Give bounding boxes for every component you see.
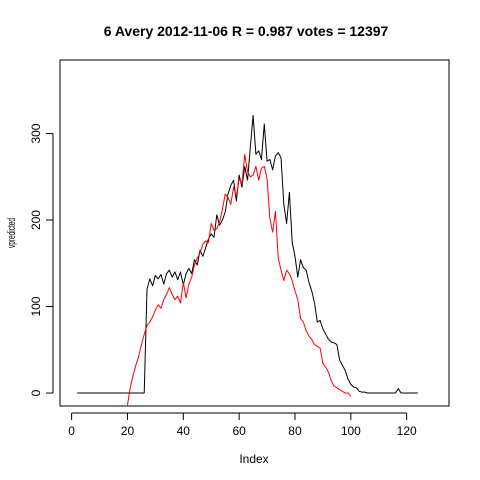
x-tick-label: 20 [121, 424, 135, 438]
x-tick-label: 0 [68, 424, 75, 438]
x-tick-label: 40 [177, 424, 191, 438]
y-axis: 0 100 200 300 [29, 123, 54, 396]
plot-frame [59, 59, 450, 407]
y-tick-label: 100 [29, 296, 43, 316]
series-line-red [126, 153, 352, 406]
y-tick-label: 200 [29, 210, 43, 230]
x-tick-label: 60 [232, 424, 246, 438]
series-line-black [77, 114, 418, 394]
chart-title: 6 Avery 2012-11-06 R = 0.987 votes = 123… [104, 23, 389, 39]
y-axis-label: vpredicted [6, 218, 18, 248]
x-tick-label: 120 [397, 424, 417, 438]
x-axis: 0 20 40 60 80 100 120 [68, 412, 417, 438]
x-tick-label: 100 [341, 424, 361, 438]
y-tick-label: 0 [29, 389, 43, 396]
y-tick-label: 300 [29, 123, 43, 143]
x-tick-label: 80 [288, 424, 302, 438]
x-axis-label: Index [239, 452, 268, 466]
